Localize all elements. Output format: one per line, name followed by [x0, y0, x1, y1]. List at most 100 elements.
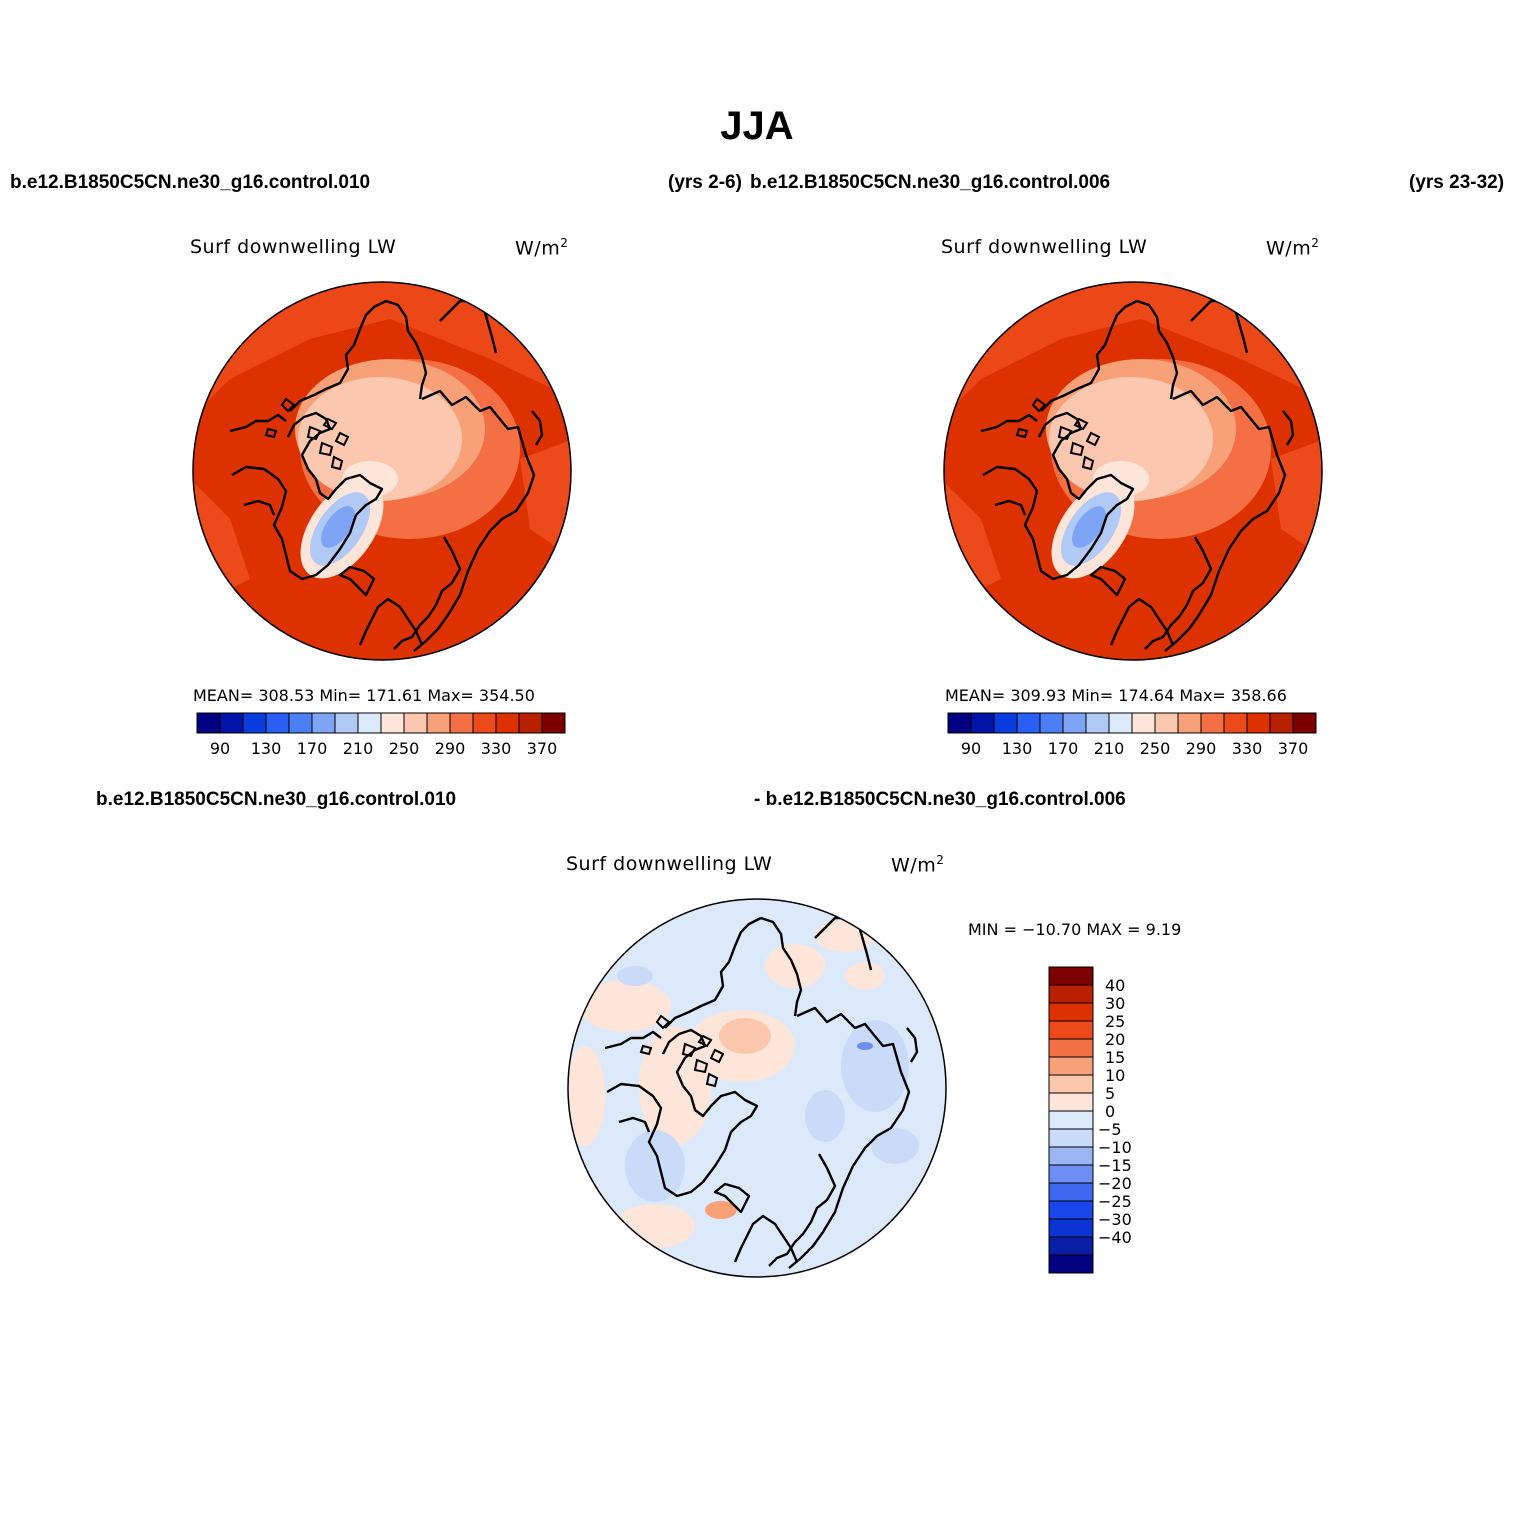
coastline-6	[1037, 411, 1083, 470]
labelbar-tick-3: 210	[343, 739, 374, 758]
island-3	[1085, 431, 1101, 447]
map-boundary	[567, 898, 947, 1278]
labelbar-tick-2: 25	[1105, 1012, 1125, 1031]
island-2	[1081, 455, 1095, 471]
labelbar-box-10	[1177, 712, 1202, 734]
coastline-2	[358, 597, 424, 646]
pos-anomaly-core	[719, 1018, 771, 1054]
coastline-2	[1109, 597, 1175, 646]
coastline-8	[385, 299, 428, 400]
coastline-6	[286, 411, 332, 470]
coastline-10	[906, 1027, 919, 1063]
coastline-0	[1164, 389, 1287, 652]
island-0	[306, 425, 322, 441]
right-variable-title: Surf downwelling LW	[941, 236, 1148, 258]
coastline-4	[982, 465, 1109, 581]
labelbar-tick-5: 290	[1186, 739, 1217, 758]
left-labelbar: 90 130 170 210 250 290 330 370	[196, 712, 566, 758]
left-polar-map	[192, 281, 572, 661]
labelbar-tick-6: 330	[481, 739, 512, 758]
field-arctic-core	[1049, 377, 1213, 501]
neg-anomaly-1	[625, 1130, 685, 1202]
coastline-12	[229, 413, 287, 433]
diff-units: W/m2	[891, 853, 945, 877]
labelbar-tick-11: −20	[1098, 1174, 1132, 1193]
labelbar-box-13	[1048, 1200, 1094, 1220]
pos-anomaly-2	[639, 1026, 711, 1146]
labelbar-box-0	[1048, 966, 1094, 986]
labelbar-tick-5: 10	[1105, 1066, 1125, 1085]
labelbar-tick-3: 210	[1094, 739, 1125, 758]
labelbar-box-13	[495, 712, 520, 734]
labelbar-box-4	[288, 712, 313, 734]
left-stats: MEAN= 308.53 Min= 171.61 Max= 354.50	[193, 686, 535, 705]
labelbar-tick-0: 90	[961, 739, 981, 758]
field-greenland-core	[1072, 506, 1106, 548]
map-left-field	[193, 282, 571, 660]
labelbar-tick-12: −25	[1098, 1192, 1132, 1211]
labelbar-tick-5: 290	[435, 739, 466, 758]
labelbar-box-15	[1048, 1236, 1094, 1256]
right-polar-map	[943, 281, 1323, 661]
map-boundary	[943, 281, 1323, 661]
left-years-label: (yrs 2-6)	[668, 172, 742, 193]
field-east-band	[1271, 439, 1322, 559]
island-4	[655, 1014, 671, 1030]
island-2	[705, 1072, 719, 1088]
coastline-10	[1282, 410, 1295, 446]
labelbar-box-13	[1246, 712, 1271, 734]
labelbar-box-4	[1039, 712, 1064, 734]
labelbar-box-12	[1048, 1182, 1094, 1202]
labelbar-box-3	[1048, 1020, 1094, 1040]
right-stats: MEAN= 309.93 Min= 174.64 Max= 358.66	[945, 686, 1287, 705]
island-6	[697, 1034, 713, 1048]
island-1	[693, 1058, 709, 1074]
labelbar-tick-1: 130	[251, 739, 282, 758]
right-units: W/m2	[1266, 236, 1320, 260]
island-2	[330, 455, 344, 471]
labelbar-tick-4: 250	[1140, 739, 1171, 758]
labelbar-box-1	[1048, 984, 1094, 1004]
labelbar-tick-6: 330	[1232, 739, 1263, 758]
pos-anomaly-4	[845, 962, 885, 990]
labelbar-box-1	[970, 712, 995, 734]
labelbar-tick-9: −10	[1098, 1138, 1132, 1157]
labelbar-box-3	[1016, 712, 1041, 734]
pos-anomaly-1	[579, 980, 671, 1032]
labelbar-box-12	[472, 712, 497, 734]
labelbar-box-7	[1108, 712, 1133, 734]
diff-variable-title: Surf downwelling LW	[566, 853, 773, 875]
left-units: W/m2	[515, 236, 569, 260]
island-5	[264, 427, 278, 439]
pos-anomaly-7	[568, 1046, 605, 1146]
labelbar-tick-4: 250	[389, 739, 420, 758]
labelbar-box-10	[1048, 1146, 1094, 1166]
labelbar-tick-7: 370	[1278, 739, 1309, 758]
island-1	[318, 441, 334, 457]
pos-anomaly-3	[765, 944, 825, 988]
coastline-11	[618, 1116, 651, 1133]
coastline-11	[243, 499, 276, 516]
coastline-7	[289, 299, 387, 412]
labelbar-box-11	[1200, 712, 1225, 734]
labelbar-tick-0: 90	[210, 739, 230, 758]
coastline-5	[682, 1085, 759, 1133]
labelbar-box-5	[1062, 712, 1087, 734]
coastline-11	[994, 499, 1027, 516]
labelbar-tick-8: −5	[1098, 1120, 1122, 1139]
coastline-1	[1144, 536, 1213, 650]
labelbar-box-8	[1131, 712, 1156, 734]
coastline-8	[1136, 299, 1179, 400]
labelbar-tick-14: −40	[1098, 1228, 1132, 1247]
labelbar-tick-1: 130	[1002, 739, 1033, 758]
labelbar-box-6	[1085, 712, 1110, 734]
coastline-7	[664, 916, 762, 1029]
left-variable-title: Surf downwelling LW	[190, 236, 397, 258]
island-4	[1031, 397, 1047, 413]
coastline-10	[531, 410, 544, 446]
pos-anomaly-small	[705, 1201, 737, 1219]
labelbar-tick-3: 20	[1105, 1030, 1125, 1049]
left-case-name: b.e12.B1850C5CN.ne30_g16.control.010	[10, 172, 371, 193]
labelbar-box-14	[1048, 1218, 1094, 1238]
